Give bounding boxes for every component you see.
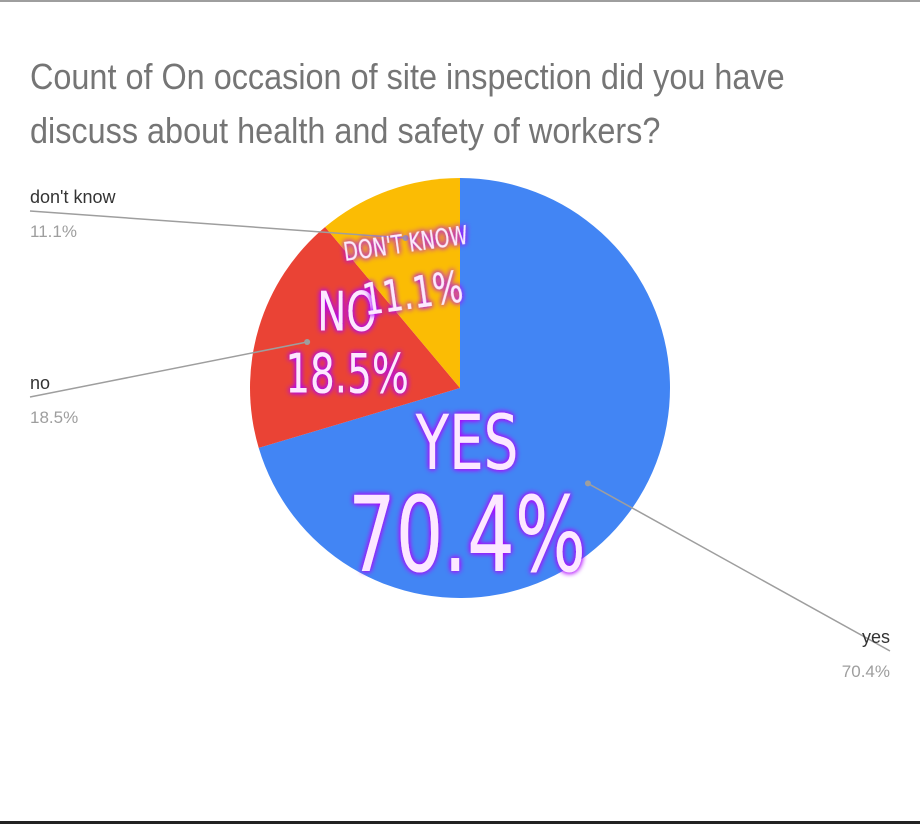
pie-slice-yes xyxy=(258,178,670,598)
inner-label-yes: YES xyxy=(415,399,519,487)
outside-percent-no: 18.5% xyxy=(30,408,78,427)
outside-label-no: no xyxy=(30,373,50,393)
leader-line-don-t-know xyxy=(29,210,406,239)
outside-label-yes: yes xyxy=(862,627,890,647)
inner-value-no: 18.5% xyxy=(285,343,409,406)
pie-slice-don-t-know xyxy=(325,178,460,388)
leader-dot-no xyxy=(304,339,311,346)
pie-slice-no xyxy=(249,227,460,448)
outside-label-don-t-know: don't know xyxy=(30,187,116,207)
outside-percent-don-t-know: 11.1% xyxy=(30,222,77,241)
inner-label-no: NO xyxy=(317,281,377,344)
leader-dot-yes xyxy=(584,480,591,487)
leader-line-yes xyxy=(587,482,891,652)
inner-value-yes: 70.4% xyxy=(348,476,586,597)
chart-title: Count of On occasion of site inspection … xyxy=(30,56,785,151)
leader-dot-don-t-know xyxy=(402,235,409,242)
outside-percent-yes: 70.4% xyxy=(842,662,890,681)
leader-line-no xyxy=(29,341,308,398)
